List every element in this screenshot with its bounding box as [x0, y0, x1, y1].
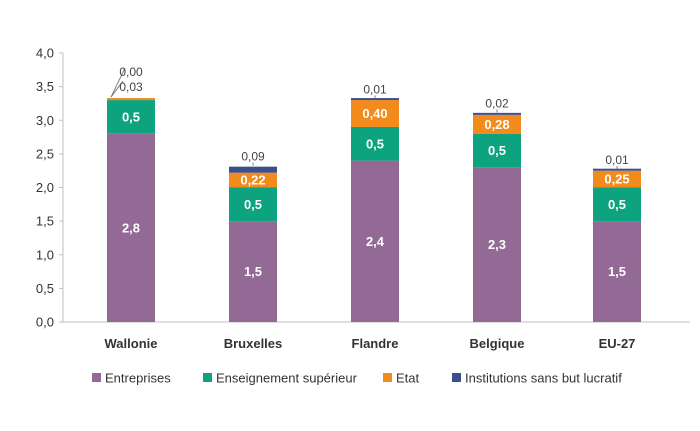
- data-label: 0,22: [240, 173, 265, 188]
- data-label: 0,01: [363, 82, 387, 96]
- y-tick-label: 4,0: [36, 46, 54, 61]
- bar-segment-enseignement-sup-rieur: [473, 133, 521, 168]
- data-label: 1,5: [608, 264, 626, 279]
- legend-swatch: [383, 373, 392, 382]
- data-label: 0,5: [488, 143, 506, 158]
- bar-segment-institutions-sans-but-lucratif: [473, 112, 521, 115]
- bar-segment-etat: [351, 100, 399, 127]
- data-label: 0,5: [366, 136, 384, 151]
- data-label: 0,5: [608, 197, 626, 212]
- bar-segment-enseignement-sup-rieur: [593, 187, 641, 222]
- data-label: 0,00: [119, 65, 143, 79]
- bar-segment-etat: [107, 98, 155, 101]
- bar-segment-institutions-sans-but-lucratif: [593, 168, 641, 171]
- bar-segment-etat: [229, 172, 277, 188]
- bar-segment-entreprises: [107, 133, 155, 322]
- data-label: 2,3: [488, 237, 506, 252]
- data-label: 0,5: [244, 197, 262, 212]
- legend-entry: Institutions sans but lucratif: [465, 371, 622, 386]
- data-label: 2,4: [366, 234, 385, 249]
- data-label: 1,5: [244, 264, 262, 279]
- bar-segment-enseignement-sup-rieur: [229, 187, 277, 222]
- y-tick-label: 3,0: [36, 113, 54, 128]
- bar-segment-enseignement-sup-rieur: [107, 100, 155, 134]
- data-label: 0,28: [484, 117, 509, 132]
- x-category-label: Wallonie: [105, 336, 158, 351]
- data-label: 0,40: [362, 106, 387, 121]
- data-label: 0,01: [605, 153, 629, 167]
- y-tick-label: 1,0: [36, 247, 54, 262]
- bar-segment-entreprises: [593, 221, 641, 322]
- legend-swatch: [203, 373, 212, 382]
- legend-entry: Enseignement supérieur: [216, 371, 358, 386]
- data-label: 0,5: [122, 109, 140, 124]
- y-tick-label: 2,0: [36, 180, 54, 195]
- y-tick-label: 1,5: [36, 214, 54, 229]
- y-tick-label: 3,5: [36, 79, 54, 94]
- bar-segment-entreprises: [229, 221, 277, 322]
- data-label: 0,03: [119, 80, 143, 94]
- bar-segment-entreprises: [351, 160, 399, 322]
- data-label: 2,8: [122, 220, 140, 235]
- y-tick-label: 0,5: [36, 281, 54, 296]
- y-tick-label: 0,0: [36, 315, 54, 330]
- bar-segment-etat: [593, 170, 641, 188]
- legend-entry: Etat: [396, 371, 420, 386]
- legend-swatch: [92, 373, 101, 382]
- data-label: 0,09: [241, 150, 265, 164]
- bar-segment-institutions-sans-but-lucratif: [351, 98, 399, 101]
- bar-segment-enseignement-sup-rieur: [351, 126, 399, 161]
- bar-segment-entreprises: [473, 167, 521, 322]
- x-category-label: Belgique: [470, 336, 525, 351]
- leader-line: [110, 80, 124, 98]
- x-category-label: EU-27: [599, 336, 636, 351]
- data-label: 0,25: [604, 172, 629, 187]
- legend-swatch: [452, 373, 461, 382]
- bar-segment-institutions-sans-but-lucratif: [229, 166, 277, 173]
- y-tick-label: 2,5: [36, 146, 54, 161]
- legend-entry: Entreprises: [105, 371, 171, 386]
- bar-segment-etat: [473, 114, 521, 134]
- data-label: 0,02: [485, 97, 509, 111]
- x-category-label: Bruxelles: [224, 336, 283, 351]
- x-category-label: Flandre: [352, 336, 399, 351]
- leader-line: [110, 67, 126, 98]
